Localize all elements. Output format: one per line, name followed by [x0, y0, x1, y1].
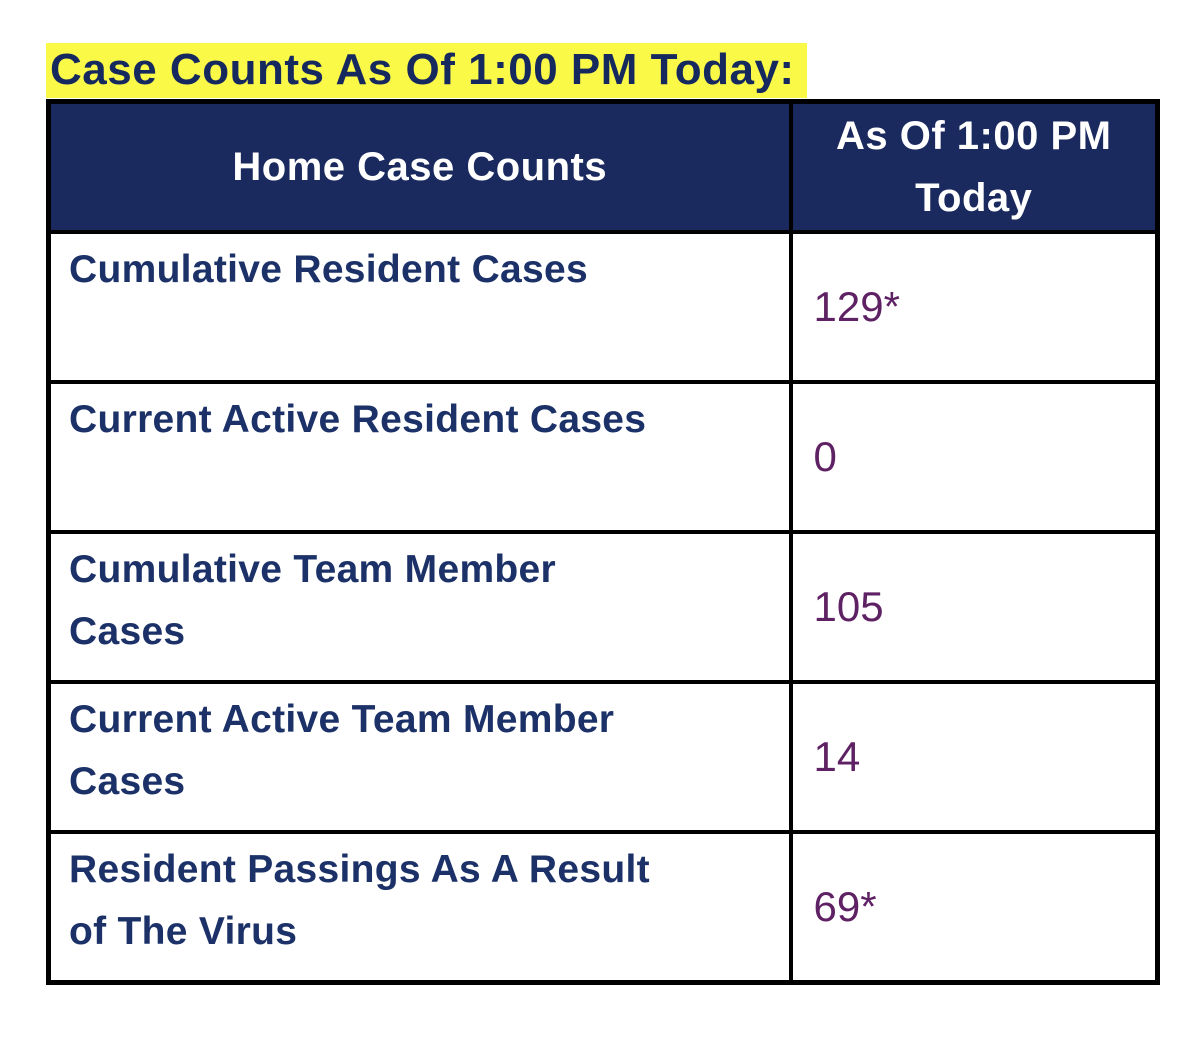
- table-header-row: Home Case Counts As Of 1:00 PM Today: [46, 99, 1160, 235]
- row-label-cumulative-team-member-cases: Cumulative Team Member Cases: [46, 530, 793, 685]
- row-value-resident-passings: 69*: [788, 830, 1160, 985]
- row-label-current-active-resident-cases: Current Active Resident Cases: [46, 380, 793, 535]
- table-row: Resident Passings As A Result of The Vir…: [46, 830, 1160, 985]
- page: Case Counts As Of 1:00 PM Today: Home Ca…: [46, 43, 1160, 985]
- table-row: Cumulative Team Member Cases 105: [46, 530, 1160, 685]
- header-home-case-counts: Home Case Counts: [46, 99, 793, 235]
- row-value-cumulative-team-member-cases: 105: [788, 530, 1160, 685]
- row-label-resident-passings: Resident Passings As A Result of The Vir…: [46, 830, 793, 985]
- row-label-current-active-team-member-cases: Current Active Team Member Cases: [46, 680, 793, 835]
- table-row: Current Active Team Member Cases 14: [46, 680, 1160, 835]
- table-row: Current Active Resident Cases 0: [46, 380, 1160, 535]
- row-label-cumulative-resident-cases: Cumulative Resident Cases: [46, 230, 793, 385]
- row-value-current-active-resident-cases: 0: [788, 380, 1160, 535]
- case-counts-table: Home Case Counts As Of 1:00 PM Today Cum…: [46, 99, 1160, 985]
- page-title: Case Counts As Of 1:00 PM Today:: [46, 43, 807, 99]
- table-row: Cumulative Resident Cases 129*: [46, 230, 1160, 385]
- header-as-of-time: As Of 1:00 PM Today: [788, 99, 1160, 235]
- row-value-current-active-team-member-cases: 14: [788, 680, 1160, 835]
- row-value-cumulative-resident-cases: 129*: [788, 230, 1160, 385]
